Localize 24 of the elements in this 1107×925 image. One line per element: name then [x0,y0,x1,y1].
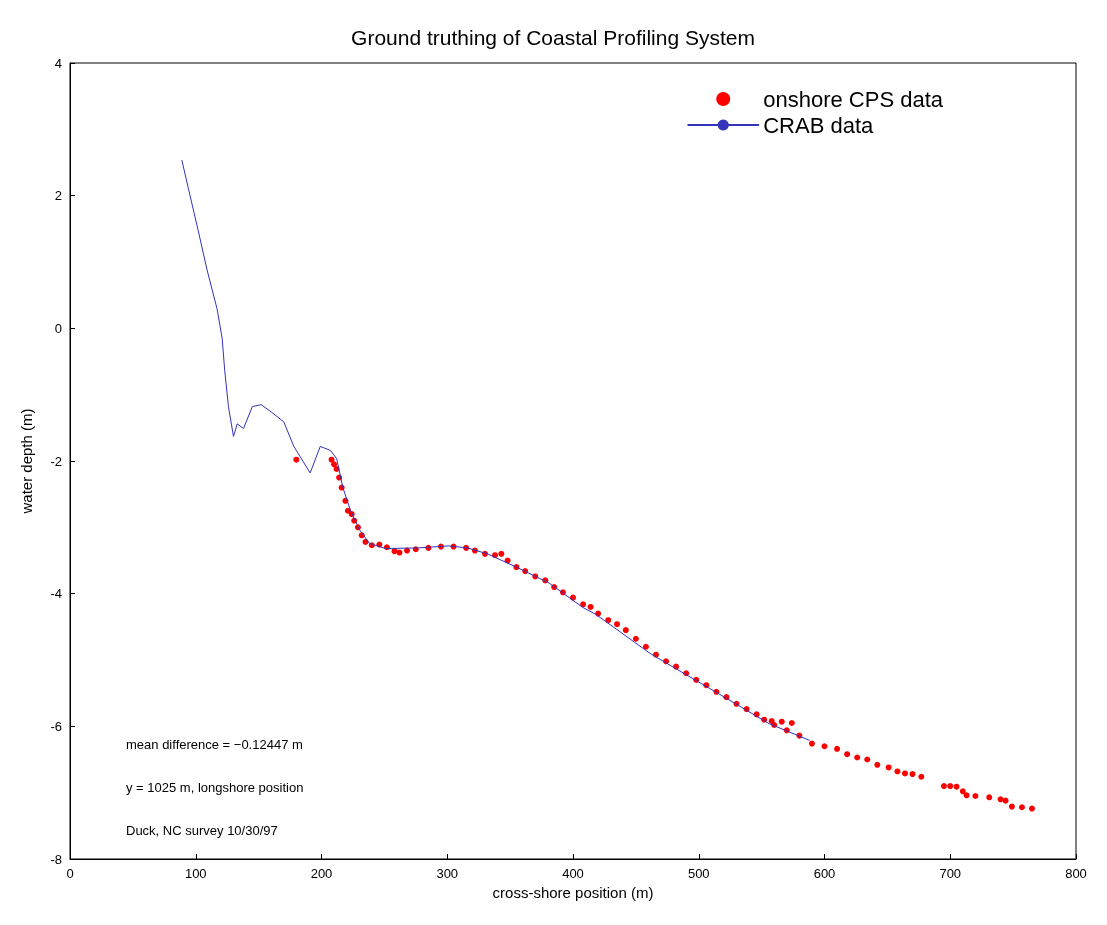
annotation: Duck, NC survey 10/30/97 [126,823,278,838]
y-tick-label: 2 [54,188,62,204]
y-tick-label: -4 [50,586,62,602]
y-tick-label: -2 [50,453,62,469]
y-tick-label: -8 [50,851,62,867]
x-tick-label: 800 [1065,866,1087,881]
x-tick-label: 200 [310,866,333,881]
x-axis-title: cross-shore position (m) [492,884,654,901]
x-tick-label: 0 [66,866,74,881]
y-tick-label: 0 [54,320,62,336]
legend-label: CRAB data [763,112,875,138]
x-tick-label: 100 [184,866,207,881]
chart-title: Ground truthing of Coastal Profiling System [351,26,755,49]
x-tick-label: 600 [813,866,836,881]
x-tick-label: 300 [436,866,459,881]
annotation: mean difference = −0.12447 m [126,737,303,752]
x-tick-label: 700 [939,866,962,881]
y-axis-title: water depth (m) [18,408,35,515]
x-tick-label: 500 [687,866,710,881]
y-tick-label: -6 [50,718,62,734]
legend-label: onshore CPS data [763,86,944,112]
annotation: y = 1025 m, longshore position [126,780,304,795]
x-tick-label: 400 [562,866,584,881]
y-tick-label: 4 [54,55,62,71]
